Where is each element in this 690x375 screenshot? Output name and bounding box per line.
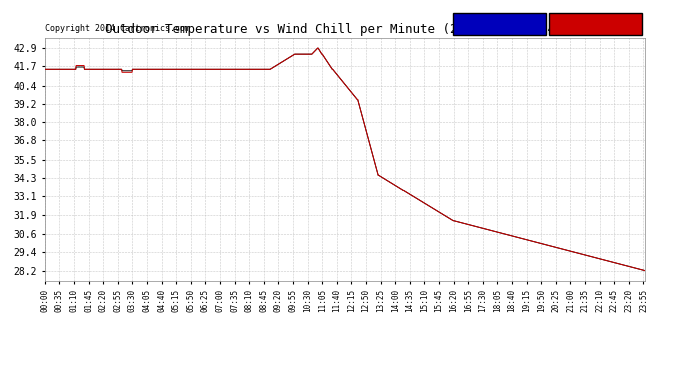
Text: Copyright 2014 Cartronics.com: Copyright 2014 Cartronics.com xyxy=(46,24,190,33)
Title: Outdoor Temperature vs Wind Chill per Minute (24 Hours) 20141216: Outdoor Temperature vs Wind Chill per Mi… xyxy=(105,23,585,36)
FancyBboxPatch shape xyxy=(453,13,546,35)
Text: Temperature (°F): Temperature (°F) xyxy=(552,21,638,30)
Text: Wind Chill (°F): Wind Chill (°F) xyxy=(456,21,537,30)
FancyBboxPatch shape xyxy=(549,13,642,35)
